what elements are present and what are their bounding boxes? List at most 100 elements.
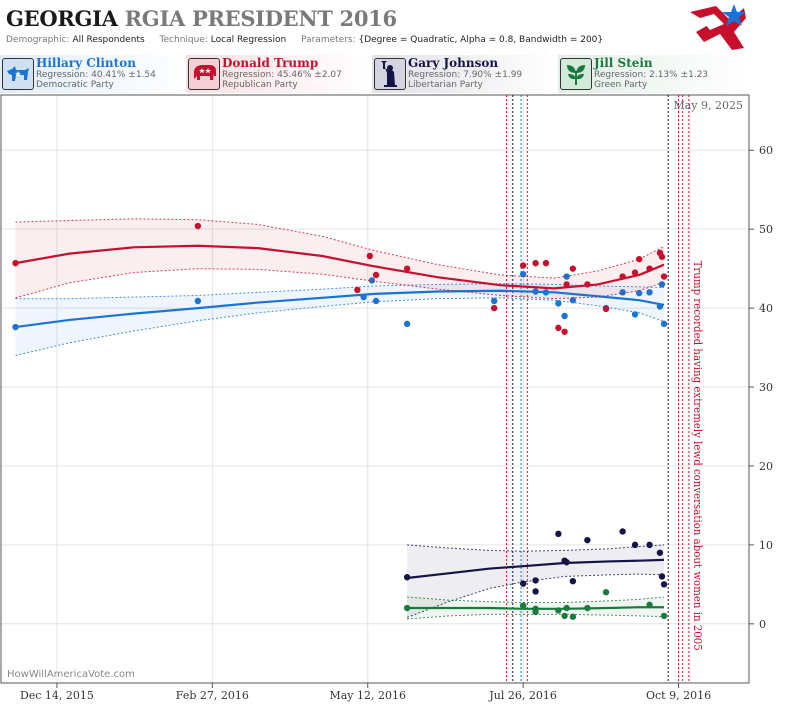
poll-point xyxy=(12,259,19,267)
poll-point xyxy=(532,259,539,267)
poll-point xyxy=(12,323,19,331)
poll-point xyxy=(403,604,411,612)
poll-point xyxy=(555,530,562,538)
poll-point xyxy=(660,612,668,620)
leaf-icon xyxy=(560,58,592,90)
poll-point xyxy=(372,271,380,279)
poll-point xyxy=(555,324,562,332)
donkey-icon xyxy=(2,58,34,90)
poll-point xyxy=(403,574,411,581)
parameters-value: {Degree = Quadratic, Alpha = 0.8, Bandwi… xyxy=(358,35,604,45)
poll-point xyxy=(635,289,643,297)
poll-point xyxy=(569,613,577,620)
star-logo-icon xyxy=(690,4,746,50)
poll-point xyxy=(532,288,539,295)
lower-bound-line xyxy=(15,268,665,300)
candidate-name: Hillary Clinton xyxy=(36,56,136,70)
candidate-party: Republican Party xyxy=(222,80,298,90)
lower-bound-line xyxy=(15,297,665,356)
y-tick-label: 20 xyxy=(759,460,773,473)
poll-point xyxy=(602,589,610,596)
candidate-party: Democratic Party xyxy=(36,80,114,90)
poll-point xyxy=(660,320,668,328)
date-label: May 9, 2025 xyxy=(673,99,743,112)
candidate-name: Gary Johnson xyxy=(408,56,499,70)
poll-point xyxy=(584,604,591,612)
poll-point xyxy=(631,269,639,276)
poll-point xyxy=(656,303,664,310)
upper-bound-line xyxy=(407,544,665,552)
poll-point xyxy=(631,311,639,318)
poll-point xyxy=(563,281,570,288)
x-tick-label: Jul 26, 2016 xyxy=(488,689,557,702)
lower-bound-line xyxy=(406,573,665,618)
x-tick-label: Oct 9, 2016 xyxy=(646,689,711,702)
confidence-band xyxy=(407,544,665,618)
poll-point xyxy=(532,577,539,584)
poll-point xyxy=(403,265,411,272)
statue-of-liberty-icon xyxy=(374,58,406,90)
poll-point xyxy=(532,605,539,613)
poll-point xyxy=(532,588,539,595)
y-tick-label: 30 xyxy=(759,381,773,394)
poll-point xyxy=(658,253,666,260)
poll-point xyxy=(555,607,562,614)
poll-point xyxy=(368,277,376,284)
parameters-bar: Demographic: All Respondents Technique: … xyxy=(6,35,615,45)
plot-frame xyxy=(0,94,750,684)
candidate-name: Donald Trump xyxy=(222,56,319,70)
demographic-label: Demographic: xyxy=(6,35,70,45)
poll-point xyxy=(646,265,653,272)
trend-line xyxy=(407,606,665,610)
poll-point xyxy=(656,549,664,556)
lower-bound-line xyxy=(407,613,665,620)
title-text: RGIA PRESIDENT 2016 xyxy=(124,6,397,31)
poll-point xyxy=(519,580,527,587)
candidate-regression: Regression: 7.90% ±1.99 xyxy=(408,70,523,80)
y-tick-label: 10 xyxy=(759,539,773,552)
y-tick-label: 50 xyxy=(759,223,773,236)
poll-point xyxy=(555,300,562,307)
confidence-band xyxy=(15,283,665,356)
poll-point xyxy=(561,612,568,620)
demographic-value: All Respondents xyxy=(72,35,145,45)
plot-background xyxy=(1,95,749,683)
poll-point xyxy=(360,293,367,301)
poll-point xyxy=(619,528,626,535)
y-tick-label: 60 xyxy=(759,144,773,157)
poll-point xyxy=(602,305,610,313)
poll-point xyxy=(619,289,626,296)
poll-point xyxy=(658,573,666,580)
y-tick-label: 0 xyxy=(759,618,766,631)
x-tick-label: May 12, 2016 xyxy=(329,689,406,702)
poll-point xyxy=(372,297,380,305)
candidate-regression: Regression: 45.46% ±2.07 xyxy=(222,70,342,80)
x-tick-label: Dec 14, 2015 xyxy=(20,689,94,702)
poll-point xyxy=(490,304,498,312)
technique-label: Technique: xyxy=(159,35,208,45)
poll-point xyxy=(519,602,527,609)
technique-value: Local Regression xyxy=(210,35,287,45)
page-title: GEORGIA RGIA PRESIDENT 2016 xyxy=(6,6,397,31)
poll-point xyxy=(403,320,411,328)
poll-point xyxy=(354,286,361,294)
parameters-label: Parameters: xyxy=(301,35,356,45)
poll-point xyxy=(542,289,550,296)
candidate-name: Jill Stein xyxy=(594,56,653,70)
poll-point xyxy=(635,255,643,263)
poll-point xyxy=(619,273,626,280)
candidate-regression: Regression: 40.41% ±1.54 xyxy=(36,70,156,80)
candidate-regression: Regression: 2.13% ±1.23 xyxy=(594,70,709,80)
legend-item-clinton: Hillary Clinton Regression: 40.41% ±1.54… xyxy=(0,55,186,93)
poll-point xyxy=(584,536,591,544)
poll-point xyxy=(519,262,527,269)
poll-point xyxy=(660,273,668,280)
poll-point xyxy=(631,541,639,549)
poll-point xyxy=(542,259,550,267)
event-annotation: Trump recorded having extremely lewd con… xyxy=(691,261,705,651)
poll-point xyxy=(366,252,374,260)
poll-point xyxy=(194,297,202,305)
watermark: HowWillAmericaVote.com xyxy=(7,669,135,680)
poll-point xyxy=(569,297,577,304)
